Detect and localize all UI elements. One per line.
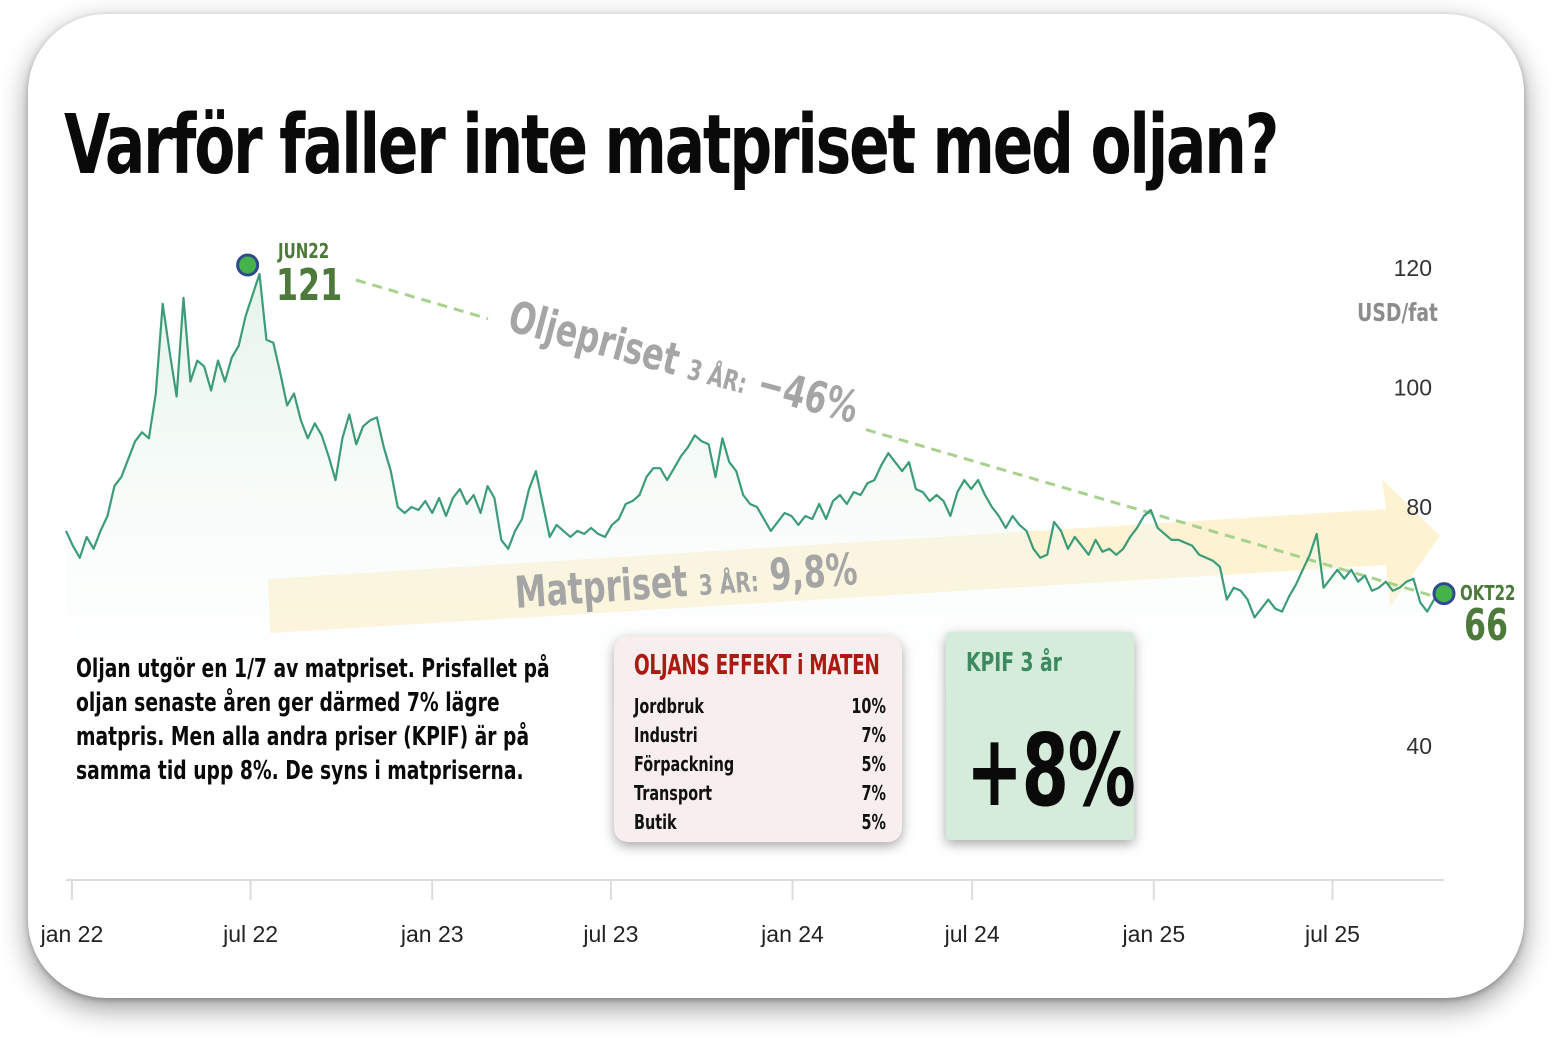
oil-effect-label: Butik [634, 810, 677, 834]
oil-effect-value: 7% [861, 781, 886, 805]
oil-effect-value: 5% [861, 810, 886, 834]
x-tick-label: jan 22 [40, 921, 104, 947]
x-axis-ticks: jan 22 jul 22 jan 23 jul 23 jan 24 jul 24 jan … [40, 880, 1360, 947]
kpif-box: KPIF 3 år +8% [946, 632, 1136, 840]
x-tick-label: jan 25 [1121, 921, 1185, 947]
x-tick-label: jul 24 [944, 921, 1000, 947]
y-axis-ticks: 120 100 80 40 [1394, 255, 1432, 759]
oil-trend-label-value: −46% [752, 358, 864, 434]
y-tick-label: 100 [1394, 375, 1432, 401]
oil-effect-box: OLJANS EFFEKT i MATEN Jordbruk 10% Indus… [614, 636, 902, 842]
food-price-label-value: 9,8% [768, 544, 859, 602]
oil-effect-label: Industri [634, 723, 698, 747]
oil-effect-row: Industri 7% [634, 723, 886, 751]
kpif-value: +8% [966, 712, 1136, 829]
peak-date-label: JUN22 [277, 241, 329, 264]
oil-price-line [65, 272, 1442, 619]
oil-trend-line-segment [865, 428, 1441, 600]
explanation-text: Oljan utgör en 1/7 av matpriset. Prisfal… [76, 654, 550, 786]
kpif-title: KPIF 3 år [966, 648, 1062, 678]
y-tick-label: 40 [1406, 733, 1432, 759]
headline: Varför faller inte matpriset med oljan? [64, 98, 1279, 193]
oil-effect-label: Förpackning [634, 752, 735, 776]
x-tick-label: jan 24 [760, 921, 824, 947]
oil-effect-row: Butik 5% [634, 810, 886, 838]
peak-value-label: 121 [276, 260, 342, 312]
food-price-label: Matpriset 3 ÅR: 9,8% [513, 544, 859, 619]
oil-trend-label: Oljepriset 3 ÅR: −46% [503, 291, 864, 434]
last-value-label: 66 [1464, 600, 1508, 652]
x-tick-label: jan 23 [400, 921, 464, 947]
oil-trend-label-period: 3 ÅR: [684, 353, 751, 401]
food-price-label-text: Matpriset [513, 556, 689, 620]
oil-effect-value: 5% [861, 752, 886, 776]
last-marker [1432, 582, 1456, 606]
y-tick-label: 80 [1406, 494, 1432, 520]
y-tick-label: 120 [1394, 255, 1432, 281]
x-tick-label: jul 23 [582, 921, 638, 947]
peak-marker [236, 253, 260, 277]
oil-effect-row: Transport 7% [634, 781, 886, 809]
oil-effect-value: 10% [851, 694, 886, 718]
oil-effect-row: Förpackning 5% [634, 752, 886, 780]
oil-effect-label: Jordbruk [634, 694, 704, 718]
y-axis-unit: USD/fat [1357, 298, 1438, 327]
last-date-label: OKT22 [1460, 583, 1515, 606]
x-tick-label: jul 22 [222, 921, 278, 947]
oil-effect-row: Jordbruk 10% [634, 694, 886, 722]
x-tick-label: jul 25 [1304, 921, 1360, 947]
oil-effect-value: 7% [861, 723, 886, 747]
oil-trend-label-text: Oljepriset [503, 291, 685, 386]
oil-trend-line-segment [355, 278, 489, 321]
oil-effect-title: OLJANS EFFEKT i MATEN [634, 648, 880, 681]
food-price-label-period: 3 ÅR: [698, 565, 760, 602]
oil-effect-label: Transport [634, 781, 713, 805]
